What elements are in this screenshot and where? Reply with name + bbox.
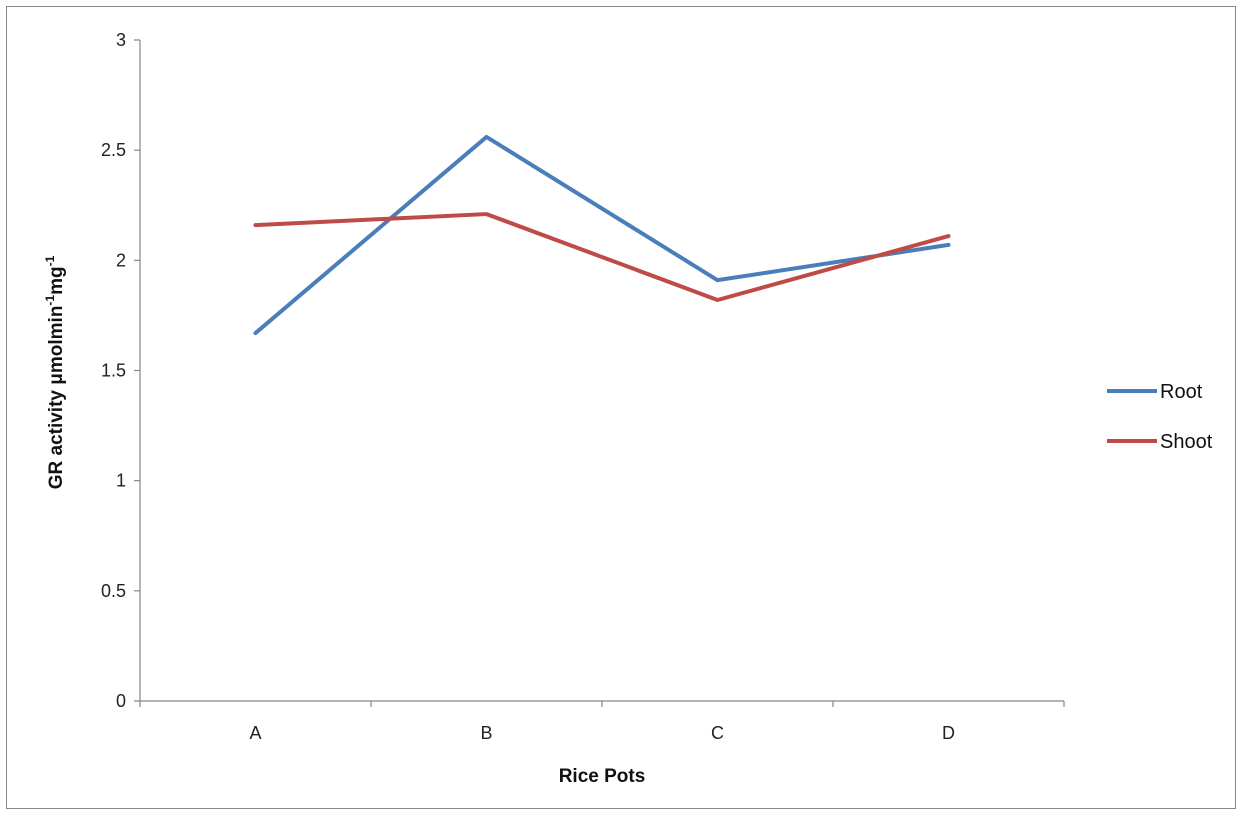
x-tick-label: A bbox=[249, 723, 261, 743]
y-tick-label: 1.5 bbox=[101, 361, 126, 381]
legend: Root Shoot bbox=[1107, 381, 1213, 453]
y-tick-label: 3 bbox=[116, 30, 126, 50]
y-tick-label: 2.5 bbox=[101, 140, 126, 160]
y-tick-label: 0 bbox=[116, 691, 126, 711]
x-tick-label: D bbox=[942, 723, 955, 743]
y-tick-label: 2 bbox=[116, 250, 126, 270]
series-lines bbox=[253, 134, 951, 336]
y-axis-title-mid: mg bbox=[46, 266, 67, 295]
legend-label-root: Root bbox=[1160, 381, 1203, 403]
chart-frame bbox=[6, 6, 1236, 809]
y-tick-label: 1 bbox=[116, 471, 126, 491]
y-ticks: 0 0.5 1 1.5 2 2.5 3 bbox=[101, 30, 140, 711]
y-axis-title-sup1: -1 bbox=[43, 295, 57, 306]
x-tick-label: B bbox=[480, 723, 492, 743]
x-ticks: A B C D bbox=[139, 701, 1065, 743]
series-line-root bbox=[253, 134, 951, 336]
y-axis-title-text: GR activity μmolmin bbox=[46, 306, 67, 490]
y-axis-title-sup2: -1 bbox=[43, 255, 57, 266]
axes bbox=[139, 40, 1064, 702]
legend-label-shoot: Shoot bbox=[1160, 431, 1213, 453]
y-tick-label: 0.5 bbox=[101, 581, 126, 601]
x-axis-title: Rice Pots bbox=[559, 766, 646, 787]
x-tick-label: C bbox=[711, 723, 724, 743]
y-axis-title: GR activity μmolmin-1mg-1 bbox=[43, 255, 67, 489]
series-line-shoot bbox=[253, 212, 951, 302]
